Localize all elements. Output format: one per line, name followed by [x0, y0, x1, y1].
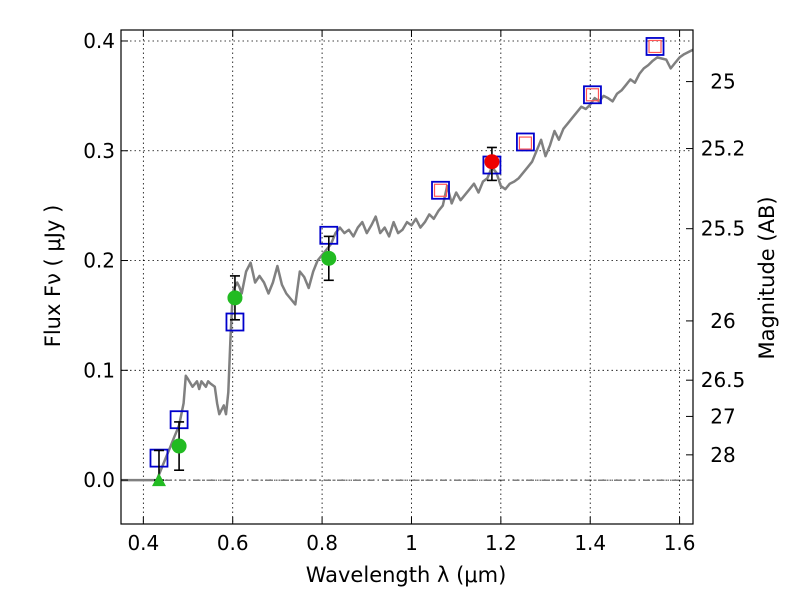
x-tick-label: 1.4 [574, 531, 606, 555]
plot-frame [120, 29, 694, 525]
model-square-marker [431, 180, 450, 200]
data-marks [149, 37, 665, 487]
y-tick-label: 0.2 [83, 249, 115, 273]
y-axis-label: Flux Fν ( μJy ) [41, 205, 65, 348]
y-tick-label: 0.4 [83, 29, 115, 53]
red-small-square-marker [433, 183, 448, 197]
y2-tick-label: 26 [710, 309, 735, 333]
y2-tick-label: 25 [710, 70, 735, 94]
sed-model-line [121, 48, 694, 482]
x-axis-label: Wavelength λ (μm) [306, 563, 507, 587]
y2-tick-label: 27 [710, 404, 735, 428]
y-tick-label: 0.0 [83, 468, 115, 492]
y2-tick-label: 26.5 [701, 368, 746, 392]
red-small-square-marker [648, 39, 662, 54]
green-circle-marker [227, 290, 243, 306]
model-square-marker [516, 132, 535, 152]
x-tick-label: 0.8 [306, 531, 338, 555]
green-circle-marker [171, 438, 187, 454]
red-circle-marker [484, 154, 500, 170]
red-small-square-marker [585, 88, 600, 102]
sed-curve-group [121, 48, 694, 482]
y-tick-label: 0.1 [83, 358, 115, 382]
model-square-marker [645, 37, 665, 56]
y2-tick-label: 25.2 [701, 137, 746, 161]
y2-axis-label: Magnitude (AB) [755, 196, 779, 359]
x-tick-label: 0.4 [127, 531, 159, 555]
green-circle-marker [321, 250, 337, 266]
x-tick-label: 1.6 [664, 531, 696, 555]
x-tick-label: 1.2 [485, 531, 517, 555]
model-square-marker [583, 85, 602, 105]
y2-tick-label: 28 [710, 443, 735, 467]
x-tick-label: 1 [405, 531, 418, 555]
axes: 0.4 0.6 0.8 1 1.2 1.4 1.6 0.0 0.1 0.2 0.3 0.4 25 25.2… [83, 29, 745, 555]
grid-lines [121, 30, 693, 524]
y-tick-label: 0.3 [83, 139, 115, 163]
x-tick-label: 0.6 [217, 531, 249, 555]
y2-tick-label: 25.5 [701, 217, 746, 241]
red-small-square-marker [518, 136, 533, 150]
upper-limit-triangle-marker [151, 473, 166, 487]
